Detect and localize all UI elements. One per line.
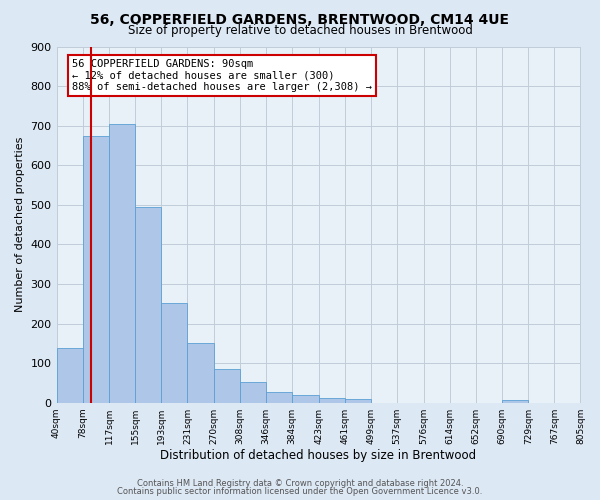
Bar (109, 124, 136, 402)
X-axis label: Distribution of detached houses by size in Brentwood: Distribution of detached houses by size … (160, 450, 476, 462)
Bar (56, 348, 83, 403)
Bar (319, 398, 345, 402)
Bar (161, 302, 187, 402)
Bar (345, 399, 371, 402)
Y-axis label: Number of detached properties: Number of detached properties (15, 137, 25, 312)
Text: 56, COPPERFIELD GARDENS, BRENTWOOD, CM14 4UE: 56, COPPERFIELD GARDENS, BRENTWOOD, CM14… (91, 12, 509, 26)
Text: 56 COPPERFIELD GARDENS: 90sqm
← 12% of detached houses are smaller (300)
88% of : 56 COPPERFIELD GARDENS: 90sqm ← 12% of d… (72, 59, 372, 92)
Bar (240, 382, 266, 402)
Bar (136, 207, 161, 402)
Text: Contains HM Land Registry data © Crown copyright and database right 2024.: Contains HM Land Registry data © Crown c… (137, 479, 463, 488)
Bar (187, 344, 214, 402)
Bar (83, 136, 109, 402)
Text: Size of property relative to detached houses in Brentwood: Size of property relative to detached ho… (128, 24, 472, 37)
Bar (502, 400, 529, 402)
Bar (292, 395, 319, 402)
Bar (214, 369, 240, 402)
Bar (266, 392, 292, 402)
Text: Contains public sector information licensed under the Open Government Licence v3: Contains public sector information licen… (118, 486, 482, 496)
